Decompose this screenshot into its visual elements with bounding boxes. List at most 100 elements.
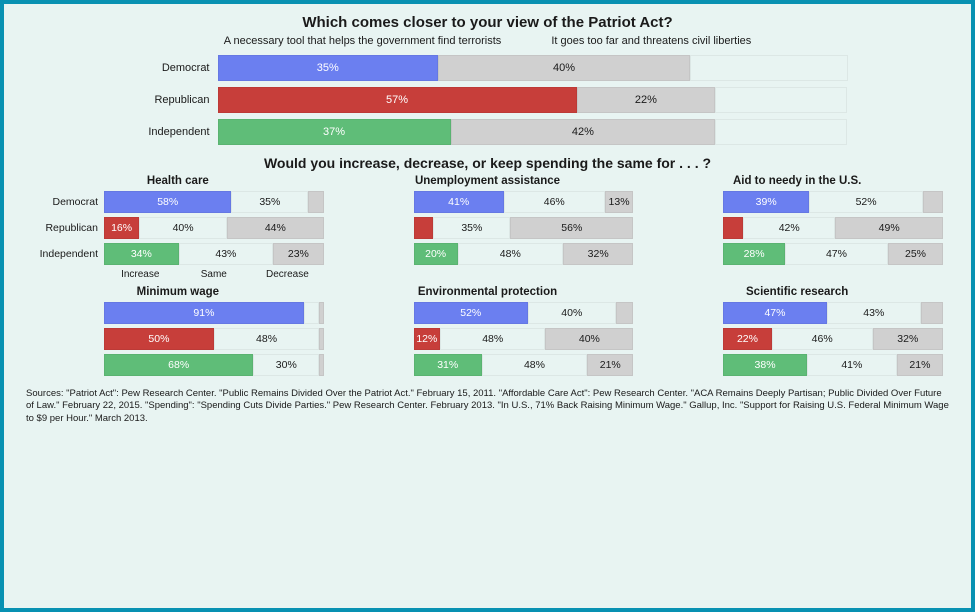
bar-segment: 25% (888, 243, 943, 265)
bar-segment: 43% (179, 243, 273, 265)
bar-container: 35%56% (414, 217, 634, 239)
bar-container: 37%42% (218, 119, 848, 145)
patriot-row: Republican57%22% (128, 87, 848, 113)
bar-segment: 22% (723, 328, 771, 350)
axis-label: Same (176, 269, 251, 280)
bar-segment (715, 87, 847, 113)
bar-segment: 50% (104, 328, 214, 350)
bar-container: 39%52% (723, 191, 943, 213)
panel-row: 35%56% (342, 217, 634, 239)
panel-row: Independent34%43%23% (32, 243, 324, 265)
party-label: Republican (128, 94, 218, 106)
spending-title: Would you increase, decrease, or keep sp… (22, 155, 953, 171)
bar-segment: 38% (723, 354, 806, 376)
panel-title: Health care (32, 175, 324, 187)
bar-container: 31%48%21% (414, 354, 634, 376)
spending-panel: Scientific research 47%43% 22%46%32% 38%41%… (651, 286, 943, 380)
bar-container: 42%49% (723, 217, 943, 239)
bar-segment: 47% (723, 302, 826, 324)
bar-segment: 13% (605, 191, 634, 213)
spending-panel: Health careDemocrat58%35%Republican16%40… (32, 175, 324, 280)
bar-segment: 22% (577, 87, 716, 113)
panel-row: 91% (32, 302, 324, 324)
spending-panel: Aid to needy in the U.S.39%52%42%49%28%4… (651, 175, 943, 280)
bar-container: 35%40% (218, 55, 848, 81)
bar-segment: 57% (218, 87, 577, 113)
bar-segment: 48% (482, 354, 587, 376)
panel-row: 52%40% (342, 302, 634, 324)
bar-container: 22%46%32% (723, 328, 943, 350)
bar-segment (319, 328, 323, 350)
bar-segment: 42% (451, 119, 716, 145)
bar-container: 12%48%40% (414, 328, 634, 350)
bar-segment: 91% (104, 302, 304, 324)
bar-segment: 40% (528, 302, 616, 324)
bar-segment: 12% (414, 328, 440, 350)
bar-container: 28%47%25% (723, 243, 943, 265)
panel-row: 39%52% (651, 191, 943, 213)
bar-segment: 46% (772, 328, 873, 350)
bar-container: 20%48%32% (414, 243, 634, 265)
bar-segment: 52% (414, 302, 528, 324)
bar-container: 47%43% (723, 302, 943, 324)
bar-container: 38%41%21% (723, 354, 943, 376)
bar-segment: 48% (440, 328, 545, 350)
panel-title: Scientific research (651, 286, 943, 298)
sources-text: Sources: "Patriot Act": Pew Research Cen… (22, 388, 953, 425)
axis-labels-row: IncreaseSameDecrease (32, 269, 324, 280)
bar-container: 16%40%44% (104, 217, 324, 239)
bar-segment: 41% (807, 354, 897, 376)
bar-segment: 35% (218, 55, 439, 81)
panel-row: 31%48%21% (342, 354, 634, 376)
spending-panel: Unemployment assistance41%46%13%35%56%20… (342, 175, 634, 280)
axis-label: Decrease (251, 269, 323, 280)
panel-row: 42%49% (651, 217, 943, 239)
bar-segment (723, 217, 743, 239)
bar-segment (923, 191, 943, 213)
panel-row: 68%30% (32, 354, 324, 376)
bar-segment: 30% (253, 354, 319, 376)
bar-segment: 37% (218, 119, 451, 145)
bar-container: 68%30% (104, 354, 324, 376)
bar-segment: 32% (873, 328, 943, 350)
panel-title: Aid to needy in the U.S. (651, 175, 943, 187)
bar-segment: 47% (785, 243, 888, 265)
bar-segment: 20% (414, 243, 458, 265)
bar-segment: 34% (104, 243, 179, 265)
patriot-legend: A necessary tool that helps the governme… (22, 35, 953, 47)
spending-panel: Environmental protection52%40%12%48%40%3… (342, 286, 634, 380)
panel-row: 38%41%21% (651, 354, 943, 376)
bar-segment: 21% (587, 354, 633, 376)
bar-segment: 21% (897, 354, 943, 376)
bar-segment: 16% (104, 217, 139, 239)
panel-title: Environmental protection (342, 286, 634, 298)
bar-segment: 52% (809, 191, 923, 213)
bar-segment: 48% (458, 243, 563, 265)
bar-segment: 40% (438, 55, 690, 81)
bar-container: 58%35% (104, 191, 324, 213)
bar-segment (414, 217, 434, 239)
bar-container: 50%48% (104, 328, 324, 350)
bar-segment (308, 191, 323, 213)
bar-segment (616, 302, 634, 324)
panel-row: 50%48% (32, 328, 324, 350)
patriot-chart: Democrat35%40% Republican57%22% Independen… (128, 55, 848, 145)
bar-segment: 28% (723, 243, 785, 265)
axis-label: Increase (104, 269, 176, 280)
panel-title: Minimum wage (32, 286, 324, 298)
panel-row: 12%48%40% (342, 328, 634, 350)
panel-row: 28%47%25% (651, 243, 943, 265)
bar-container: 57%22% (218, 87, 848, 113)
bar-segment: 40% (139, 217, 227, 239)
bar-segment: 43% (827, 302, 921, 324)
legend-left: A necessary tool that helps the governme… (224, 35, 502, 47)
party-label: Democrat (128, 62, 218, 74)
bar-container: 52%40% (414, 302, 634, 324)
party-label: Independent (128, 126, 218, 138)
patriot-title: Which comes closer to your view of the P… (22, 14, 953, 31)
legend-right: It goes too far and threatens civil libe… (551, 35, 751, 47)
party-label: Independent (32, 248, 104, 260)
bar-segment: 39% (723, 191, 809, 213)
bar-segment: 42% (743, 217, 835, 239)
bar-segment: 46% (504, 191, 605, 213)
